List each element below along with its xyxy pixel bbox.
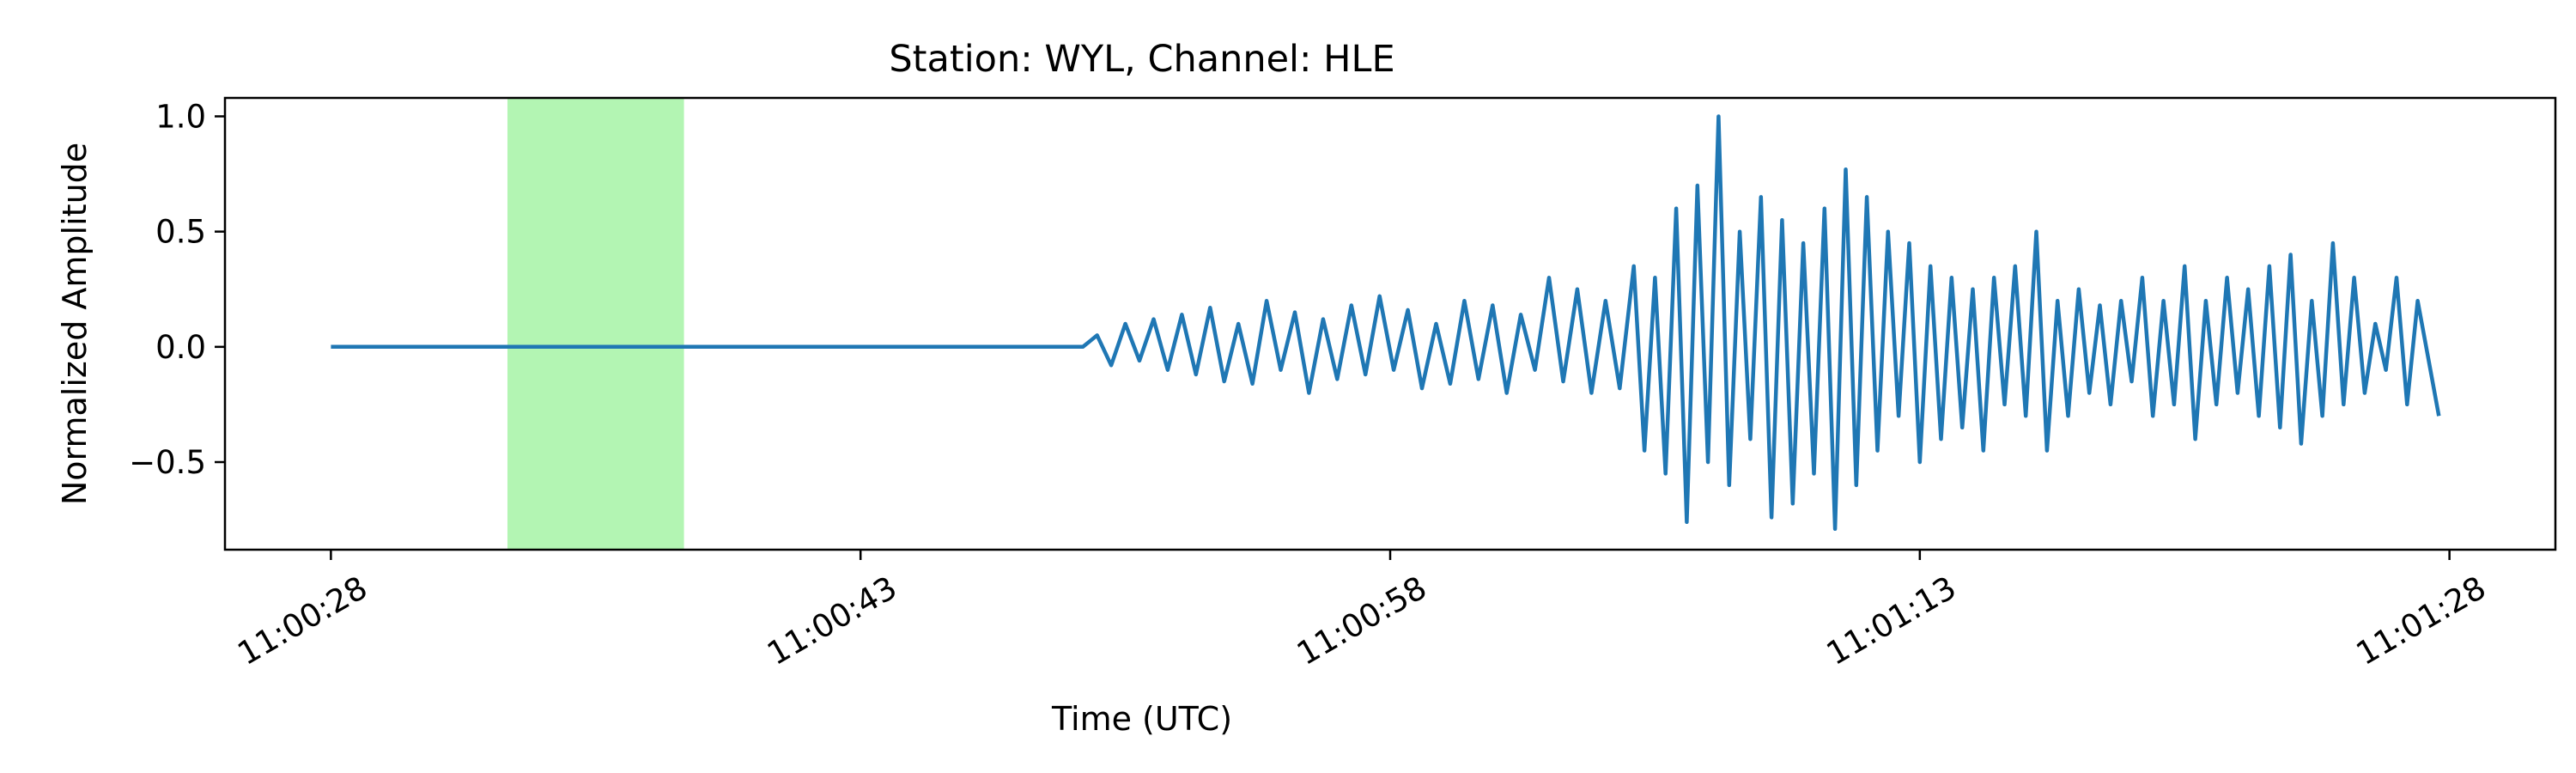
y-axis-label: Normalized Amplitude: [56, 143, 94, 505]
series-line-HLE: [331, 114, 2441, 532]
highlight-span: [507, 98, 684, 550]
chart-title: Station: WYL, Channel: HLE: [889, 38, 1394, 81]
y-tick-label: −0.5: [129, 444, 206, 481]
y-axis: 1.0 0.5 0.0 −0.5: [129, 98, 225, 481]
y-tick-label: 0.5: [155, 214, 206, 251]
y-tick-label: 0.0: [155, 329, 206, 366]
y-tick-label: 1.0: [155, 98, 206, 135]
x-axis-label: Time (UTC): [1051, 700, 1232, 738]
